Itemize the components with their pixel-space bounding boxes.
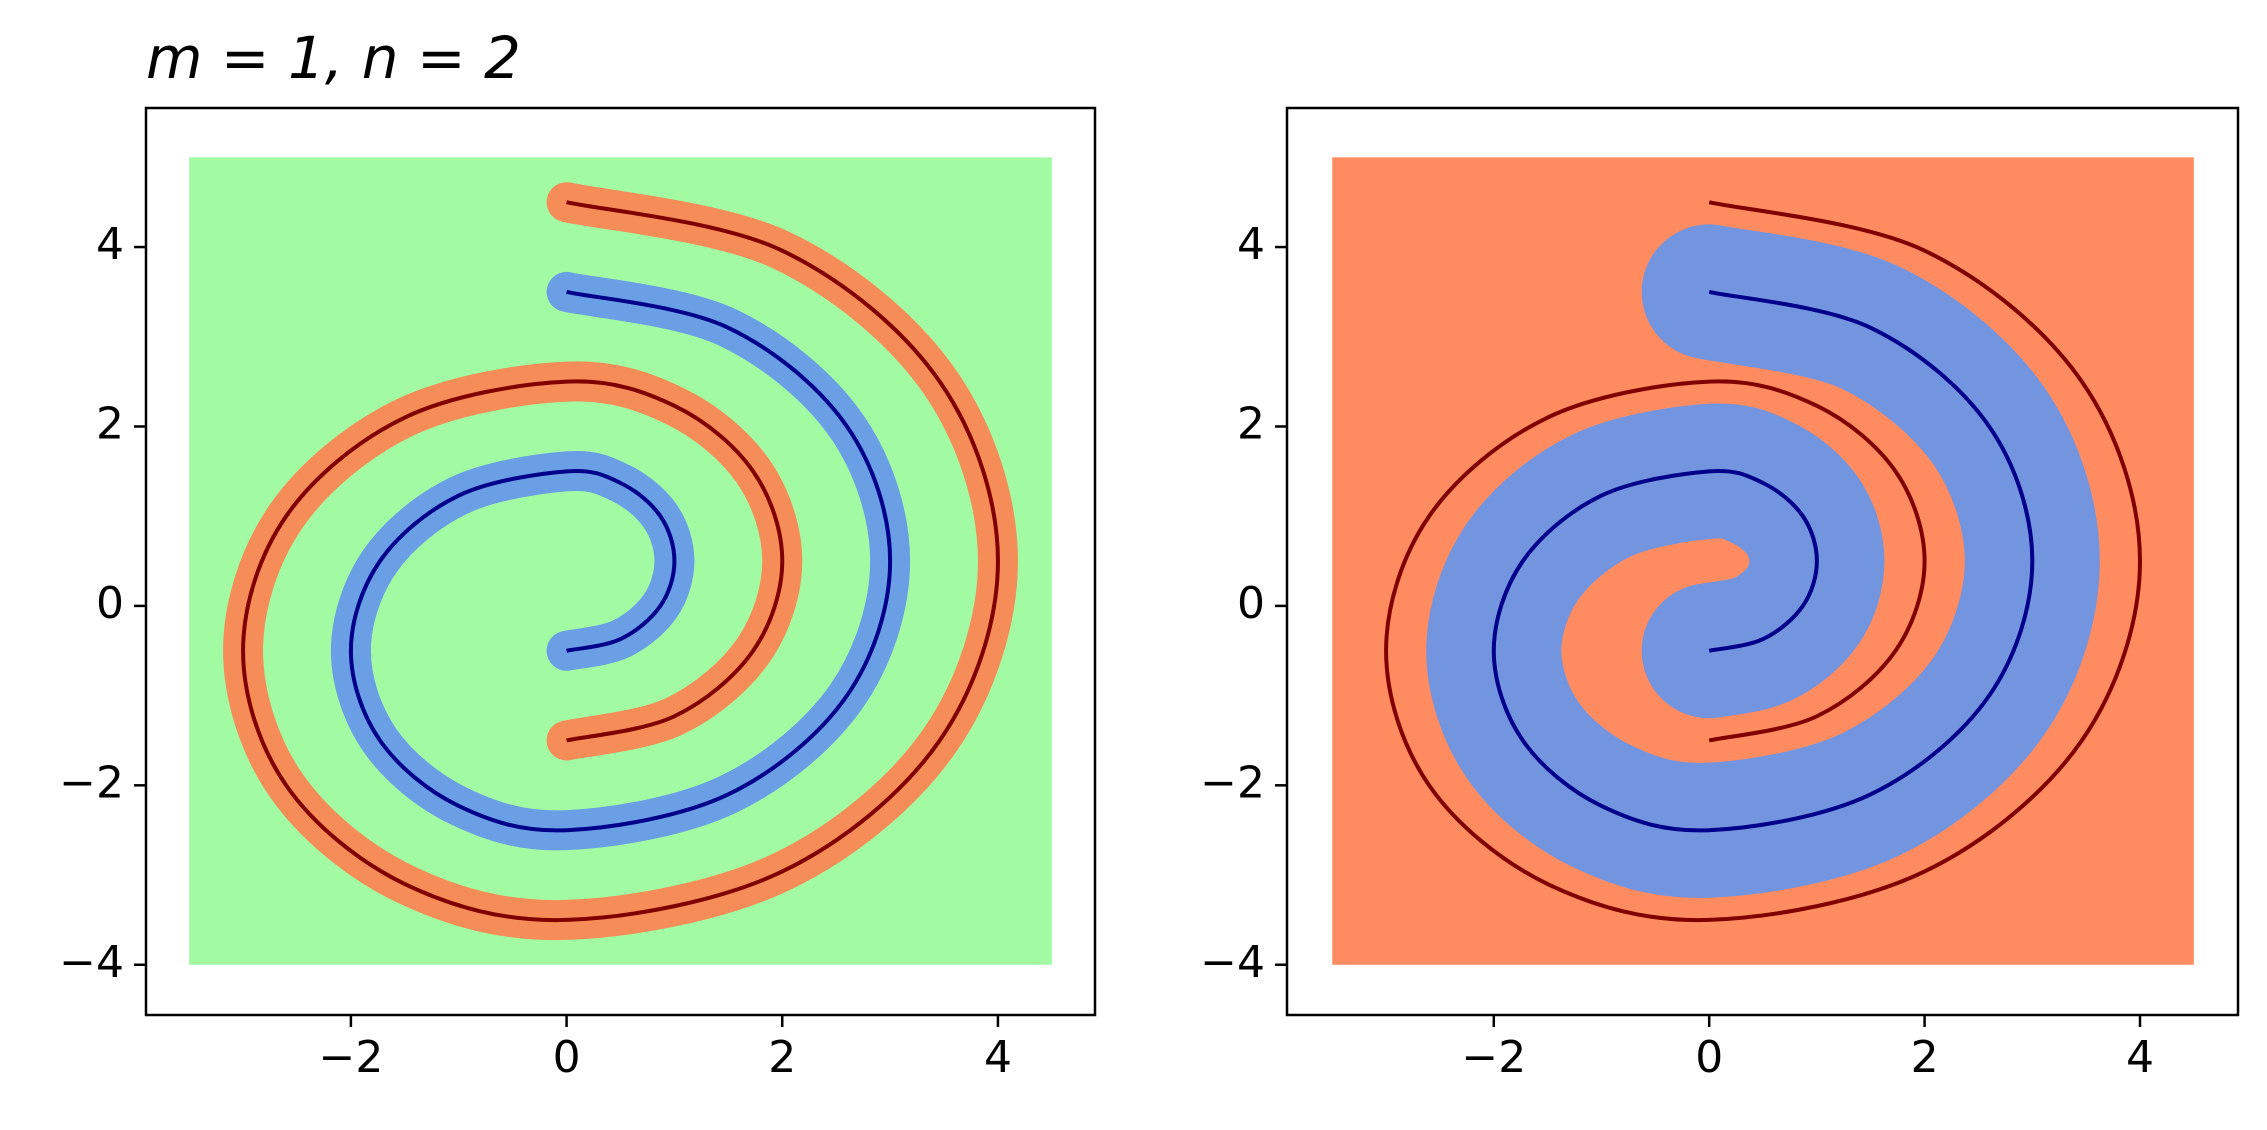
x-tick-label: 4 bbox=[2126, 1032, 2154, 1083]
y-tick-label: −2 bbox=[1200, 757, 1265, 808]
y-tick-label: 4 bbox=[96, 219, 124, 270]
y-tick-label: −4 bbox=[1200, 937, 1265, 988]
y-tick-label: −2 bbox=[59, 757, 124, 808]
y-tick-label: 4 bbox=[1237, 219, 1265, 270]
spiral-curve bbox=[1384, 200, 2142, 923]
y-tick-label: 0 bbox=[1237, 578, 1265, 629]
x-tick-label: 2 bbox=[768, 1032, 796, 1083]
spiral-curve bbox=[241, 200, 1000, 923]
chart-title: m = 1, n = 2 bbox=[146, 24, 521, 92]
x-tick-label: −2 bbox=[1461, 1032, 1526, 1083]
spiral-curve bbox=[348, 289, 893, 833]
x-tick-label: 2 bbox=[1911, 1032, 1939, 1083]
axes-frame bbox=[1285, 106, 2240, 1017]
x-tick-label: 0 bbox=[553, 1032, 581, 1083]
x-tick-label: 0 bbox=[1695, 1032, 1723, 1083]
y-tick-label: −4 bbox=[59, 937, 124, 988]
x-tick-label: 4 bbox=[984, 1032, 1012, 1083]
axes-frame bbox=[144, 106, 1097, 1017]
y-tick-label: 0 bbox=[96, 578, 124, 629]
spiral-curve bbox=[1491, 289, 2035, 833]
axes: −2 0 2 4 −4 −2 0 2 4 bbox=[1200, 106, 2240, 1083]
x-tick-label: −2 bbox=[318, 1032, 383, 1083]
y-tick-label: 2 bbox=[1237, 398, 1265, 449]
y-tick-label: 2 bbox=[96, 398, 124, 449]
axes: m = 1, n = 2 −2 0 2 4 −4 −2 0 2 4 bbox=[59, 24, 1097, 1083]
